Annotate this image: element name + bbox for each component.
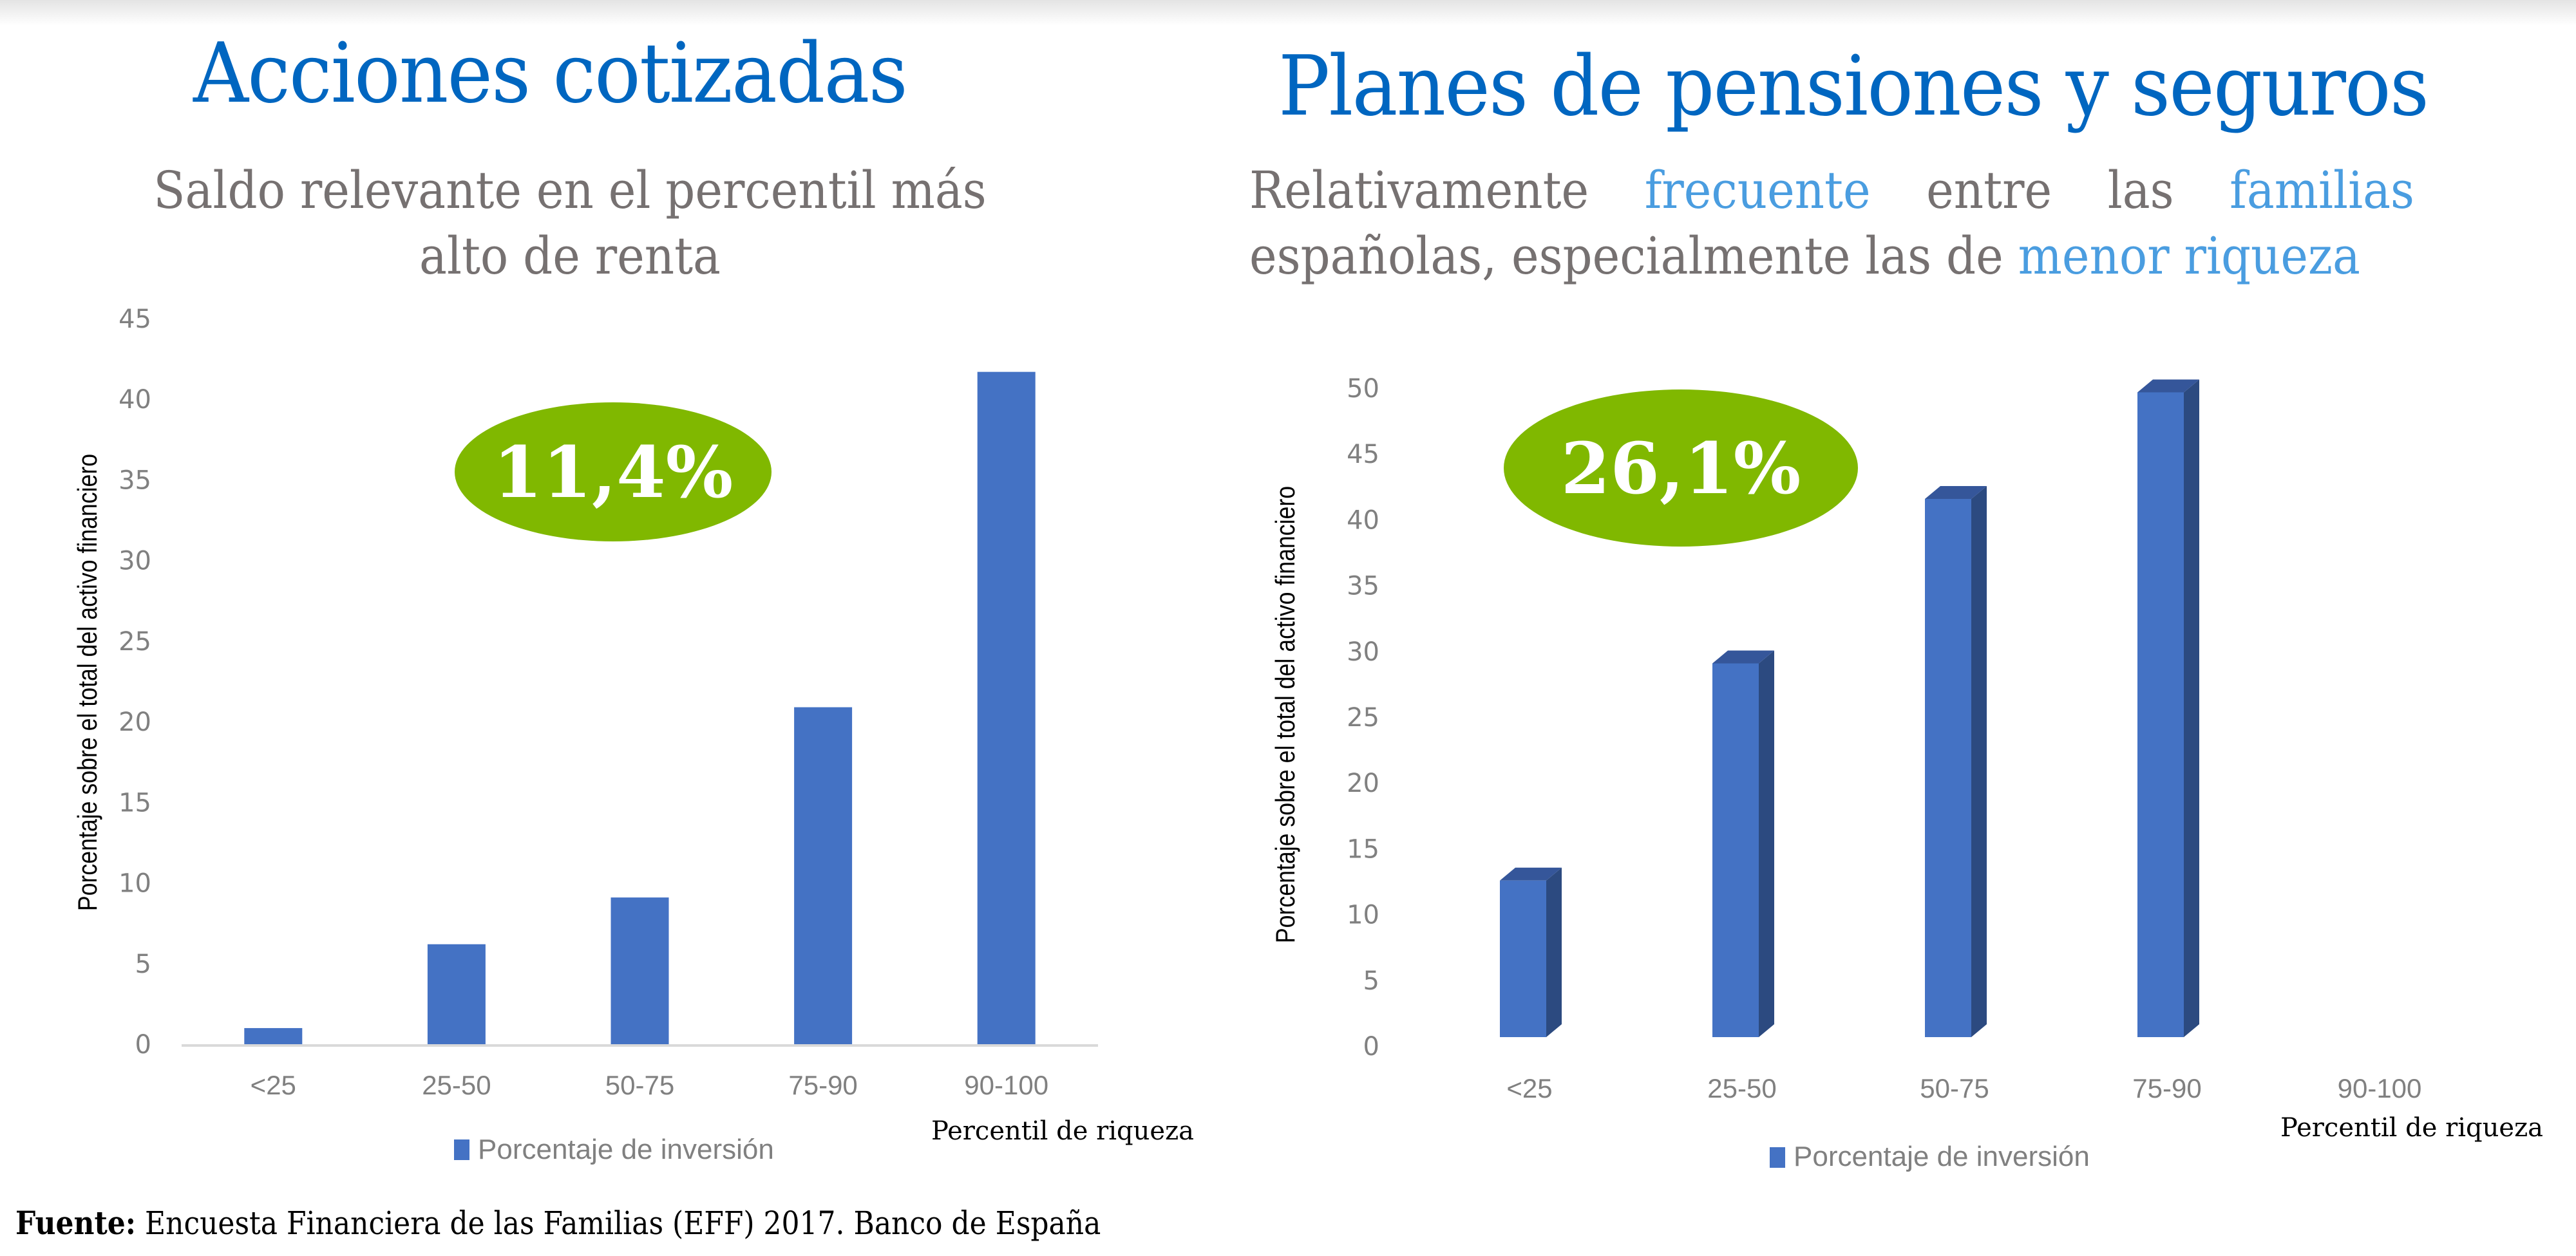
x-tick-label: <25 xyxy=(251,1070,296,1100)
x-tick-label: 50-75 xyxy=(1920,1073,1989,1103)
source-note: Fuente: Encuesta Financiera de las Famil… xyxy=(15,1204,1101,1242)
y-tick-label: 45 xyxy=(1347,440,1379,469)
x-tick-label: 75-90 xyxy=(788,1070,857,1100)
legend-label: Porcentaje de inversión xyxy=(1794,1141,2090,1172)
bar-side-face xyxy=(1971,486,1987,1037)
x-axis-ticks: <25 25-50 50-75 75-90 90-100 xyxy=(1506,1073,2421,1103)
bar-side-face xyxy=(2184,379,2199,1037)
x-axis-label: Percentil de riqueza xyxy=(931,1116,1194,1146)
left-panel-title: Acciones cotizadas xyxy=(193,26,908,122)
y-tick-label: 0 xyxy=(135,1030,151,1060)
bars xyxy=(1500,379,2199,1037)
bar-side-face xyxy=(1546,867,1562,1037)
x-tick-label: 25-50 xyxy=(1707,1073,1776,1103)
y-tick-label: 0 xyxy=(1363,1032,1379,1062)
subtitle-highlight-familias: familias xyxy=(2230,160,2414,220)
bar-50-75 xyxy=(1925,486,1987,1037)
subtitle-highlight-menor-riqueza: menor riqueza xyxy=(2018,226,2360,286)
bar-50-75 xyxy=(611,897,669,1044)
y-tick-label: 10 xyxy=(118,869,151,899)
y-tick-label: 35 xyxy=(1347,572,1379,601)
subtitle-highlight-frecuente: frecuente xyxy=(1644,160,1871,220)
left-panel-subtitle: Saldo relevante en el percentil más alto… xyxy=(153,160,987,286)
y-tick-label: 5 xyxy=(1363,966,1379,996)
chart-acciones-cotizadas: Porcentaje sobre el total del activo fin… xyxy=(73,305,1194,1165)
y-axis-label: Porcentaje sobre el total del activo fin… xyxy=(1271,486,1300,943)
y-tick-label: 20 xyxy=(1347,769,1379,798)
legend-swatch xyxy=(454,1139,469,1160)
highlight-badge xyxy=(1504,389,1858,547)
top-shadow xyxy=(0,0,2576,26)
bar-front-face xyxy=(1500,880,1546,1037)
source-label: Fuente: xyxy=(15,1204,136,1242)
y-tick-label: 25 xyxy=(118,627,151,657)
bar-<25 xyxy=(1500,867,1562,1037)
y-tick-label: 40 xyxy=(118,385,151,415)
subtitle-word: las xyxy=(2107,160,2174,220)
bar-top-face xyxy=(1500,867,1562,881)
bar-front-face xyxy=(1925,499,1971,1037)
badge-value: 26,1% xyxy=(1561,427,1801,510)
bar-top-face xyxy=(1712,650,1774,664)
y-tick-label: 45 xyxy=(118,305,151,334)
bar-90-100 xyxy=(977,371,1036,1044)
x-axis-ticks: <25 25-50 50-75 75-90 90-100 xyxy=(251,1070,1048,1100)
subtitle-text: españolas, especialmente las de xyxy=(1249,226,2018,286)
subtitle-line-2: españolas, especialmente las de menor ri… xyxy=(1249,223,2414,289)
highlight-badge xyxy=(455,402,772,541)
bar-top-face xyxy=(1925,486,1987,500)
bar-front-face xyxy=(1712,663,1759,1037)
bar-75-90 xyxy=(2137,379,2199,1037)
x-tick-label: 90-100 xyxy=(2338,1073,2422,1103)
bar-<25 xyxy=(244,1027,303,1044)
right-panel-subtitle: Relativamente frecuente entre las famili… xyxy=(1249,158,2414,289)
bar-25-50 xyxy=(1712,650,1774,1037)
bar-side-face xyxy=(1759,650,1774,1037)
badge-value: 11,4% xyxy=(493,431,733,514)
y-tick-label: 20 xyxy=(118,708,151,737)
bar-75-90 xyxy=(794,707,853,1044)
y-tick-label: 15 xyxy=(1347,834,1379,864)
x-axis-label: Percentil de riqueza xyxy=(2280,1113,2543,1143)
y-tick-label: 35 xyxy=(118,465,151,495)
x-tick-label: 90-100 xyxy=(964,1070,1048,1100)
right-panel-title: Planes de pensiones y seguros xyxy=(1278,39,2429,135)
y-tick-label: 15 xyxy=(118,788,151,818)
legend-swatch xyxy=(1770,1147,1785,1168)
x-tick-label: <25 xyxy=(1506,1073,1552,1103)
y-tick-label: 40 xyxy=(1347,505,1379,535)
y-tick-label: 50 xyxy=(1347,374,1379,404)
bar-front-face xyxy=(2137,392,2184,1037)
bar-top-face xyxy=(2137,379,2199,393)
x-tick-label: 75-90 xyxy=(2132,1073,2201,1103)
bars xyxy=(244,371,1036,1044)
y-tick-label: 5 xyxy=(135,950,151,979)
y-tick-label: 10 xyxy=(1347,901,1379,930)
bar-25-50 xyxy=(427,944,486,1044)
y-tick-label: 30 xyxy=(118,547,151,576)
x-tick-label: 25-50 xyxy=(422,1070,491,1100)
x-tick-label: 50-75 xyxy=(605,1070,674,1100)
y-axis-ticks: 0 5 10 15 20 25 30 35 40 45 xyxy=(118,305,151,1060)
chart-planes-pensiones: Porcentaje sobre el total del activo fin… xyxy=(1271,374,2543,1172)
source-text: Encuesta Financiera de las Familias (EFF… xyxy=(136,1204,1101,1242)
subtitle-word: entre xyxy=(1926,160,2052,220)
y-tick-label: 25 xyxy=(1347,703,1379,733)
y-tick-label: 30 xyxy=(1347,637,1379,667)
subtitle-word: Relativamente xyxy=(1249,160,1589,220)
y-axis-ticks: 0 5 10 15 20 25 30 35 40 45 50 xyxy=(1347,374,1379,1062)
legend-label: Porcentaje de inversión xyxy=(478,1134,774,1165)
y-axis-label: Porcentaje sobre el total del activo fin… xyxy=(73,454,102,911)
